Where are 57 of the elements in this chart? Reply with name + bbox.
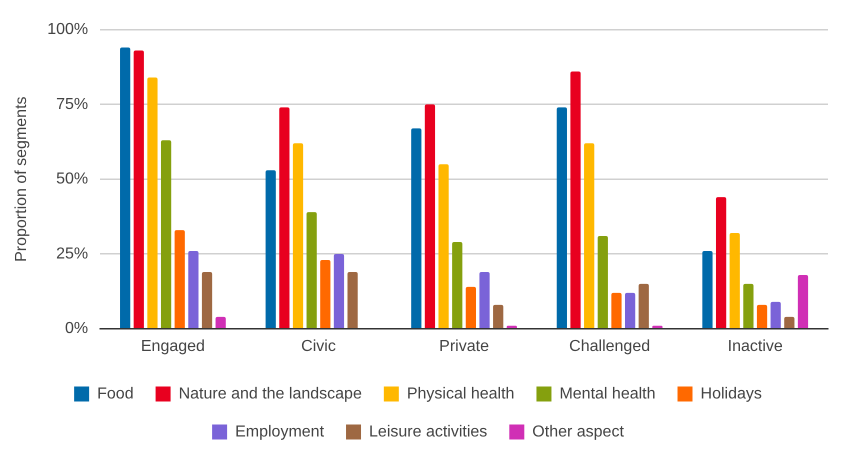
legend-label: Leisure activities (369, 423, 488, 440)
bar (147, 77, 158, 328)
bar (716, 197, 726, 328)
bar (266, 170, 276, 328)
bar (611, 292, 622, 328)
y-axis-title: Proportion of segments (13, 96, 30, 262)
bar (292, 143, 304, 328)
bar (638, 284, 649, 328)
bar (160, 140, 172, 328)
bar (598, 236, 608, 328)
y-tick-label: 25% (56, 245, 88, 262)
y-tick-label: 0% (64, 320, 88, 338)
bar (624, 292, 636, 328)
bar (556, 107, 567, 328)
x-tick-label: Inactive (728, 338, 783, 355)
bar (334, 254, 344, 328)
legend-label: Nature and the landscape (178, 385, 362, 402)
bar (452, 242, 462, 328)
bar (743, 284, 754, 328)
bar (784, 316, 794, 328)
y-tick-label: 100% (47, 21, 88, 38)
bar (770, 302, 781, 328)
bar (466, 286, 476, 328)
legend-label: Physical health (406, 385, 514, 402)
bar (279, 107, 290, 328)
bar (438, 164, 449, 328)
bar (174, 230, 185, 328)
bar (584, 143, 594, 328)
bar (188, 251, 198, 328)
legend-label: Holidays (700, 385, 762, 402)
bar (202, 272, 212, 328)
bar (702, 251, 713, 328)
bar (320, 260, 330, 328)
bar (216, 316, 226, 328)
bar (730, 233, 740, 328)
x-tick-label: Engaged (140, 338, 205, 355)
bar (120, 48, 130, 328)
bar (570, 71, 581, 328)
bar (798, 274, 808, 328)
x-tick-label: Civic (301, 338, 336, 355)
bar (411, 128, 422, 328)
y-tick-label: 50% (56, 170, 88, 188)
bar (506, 326, 517, 328)
bar (424, 104, 436, 328)
x-tick-label: Challenged (569, 338, 650, 355)
legend-label: Food (97, 385, 134, 402)
bar (493, 304, 504, 328)
legend-label: Mental health (559, 385, 656, 402)
bar (306, 212, 317, 328)
bar (479, 272, 490, 328)
x-tick-label: Private (439, 338, 490, 355)
bar (756, 304, 768, 328)
legend-label: Other aspect (532, 423, 624, 440)
y-tick-label: 75% (56, 96, 88, 113)
bar (347, 272, 358, 328)
bar (134, 50, 144, 328)
legend-label: Employment (235, 423, 325, 440)
